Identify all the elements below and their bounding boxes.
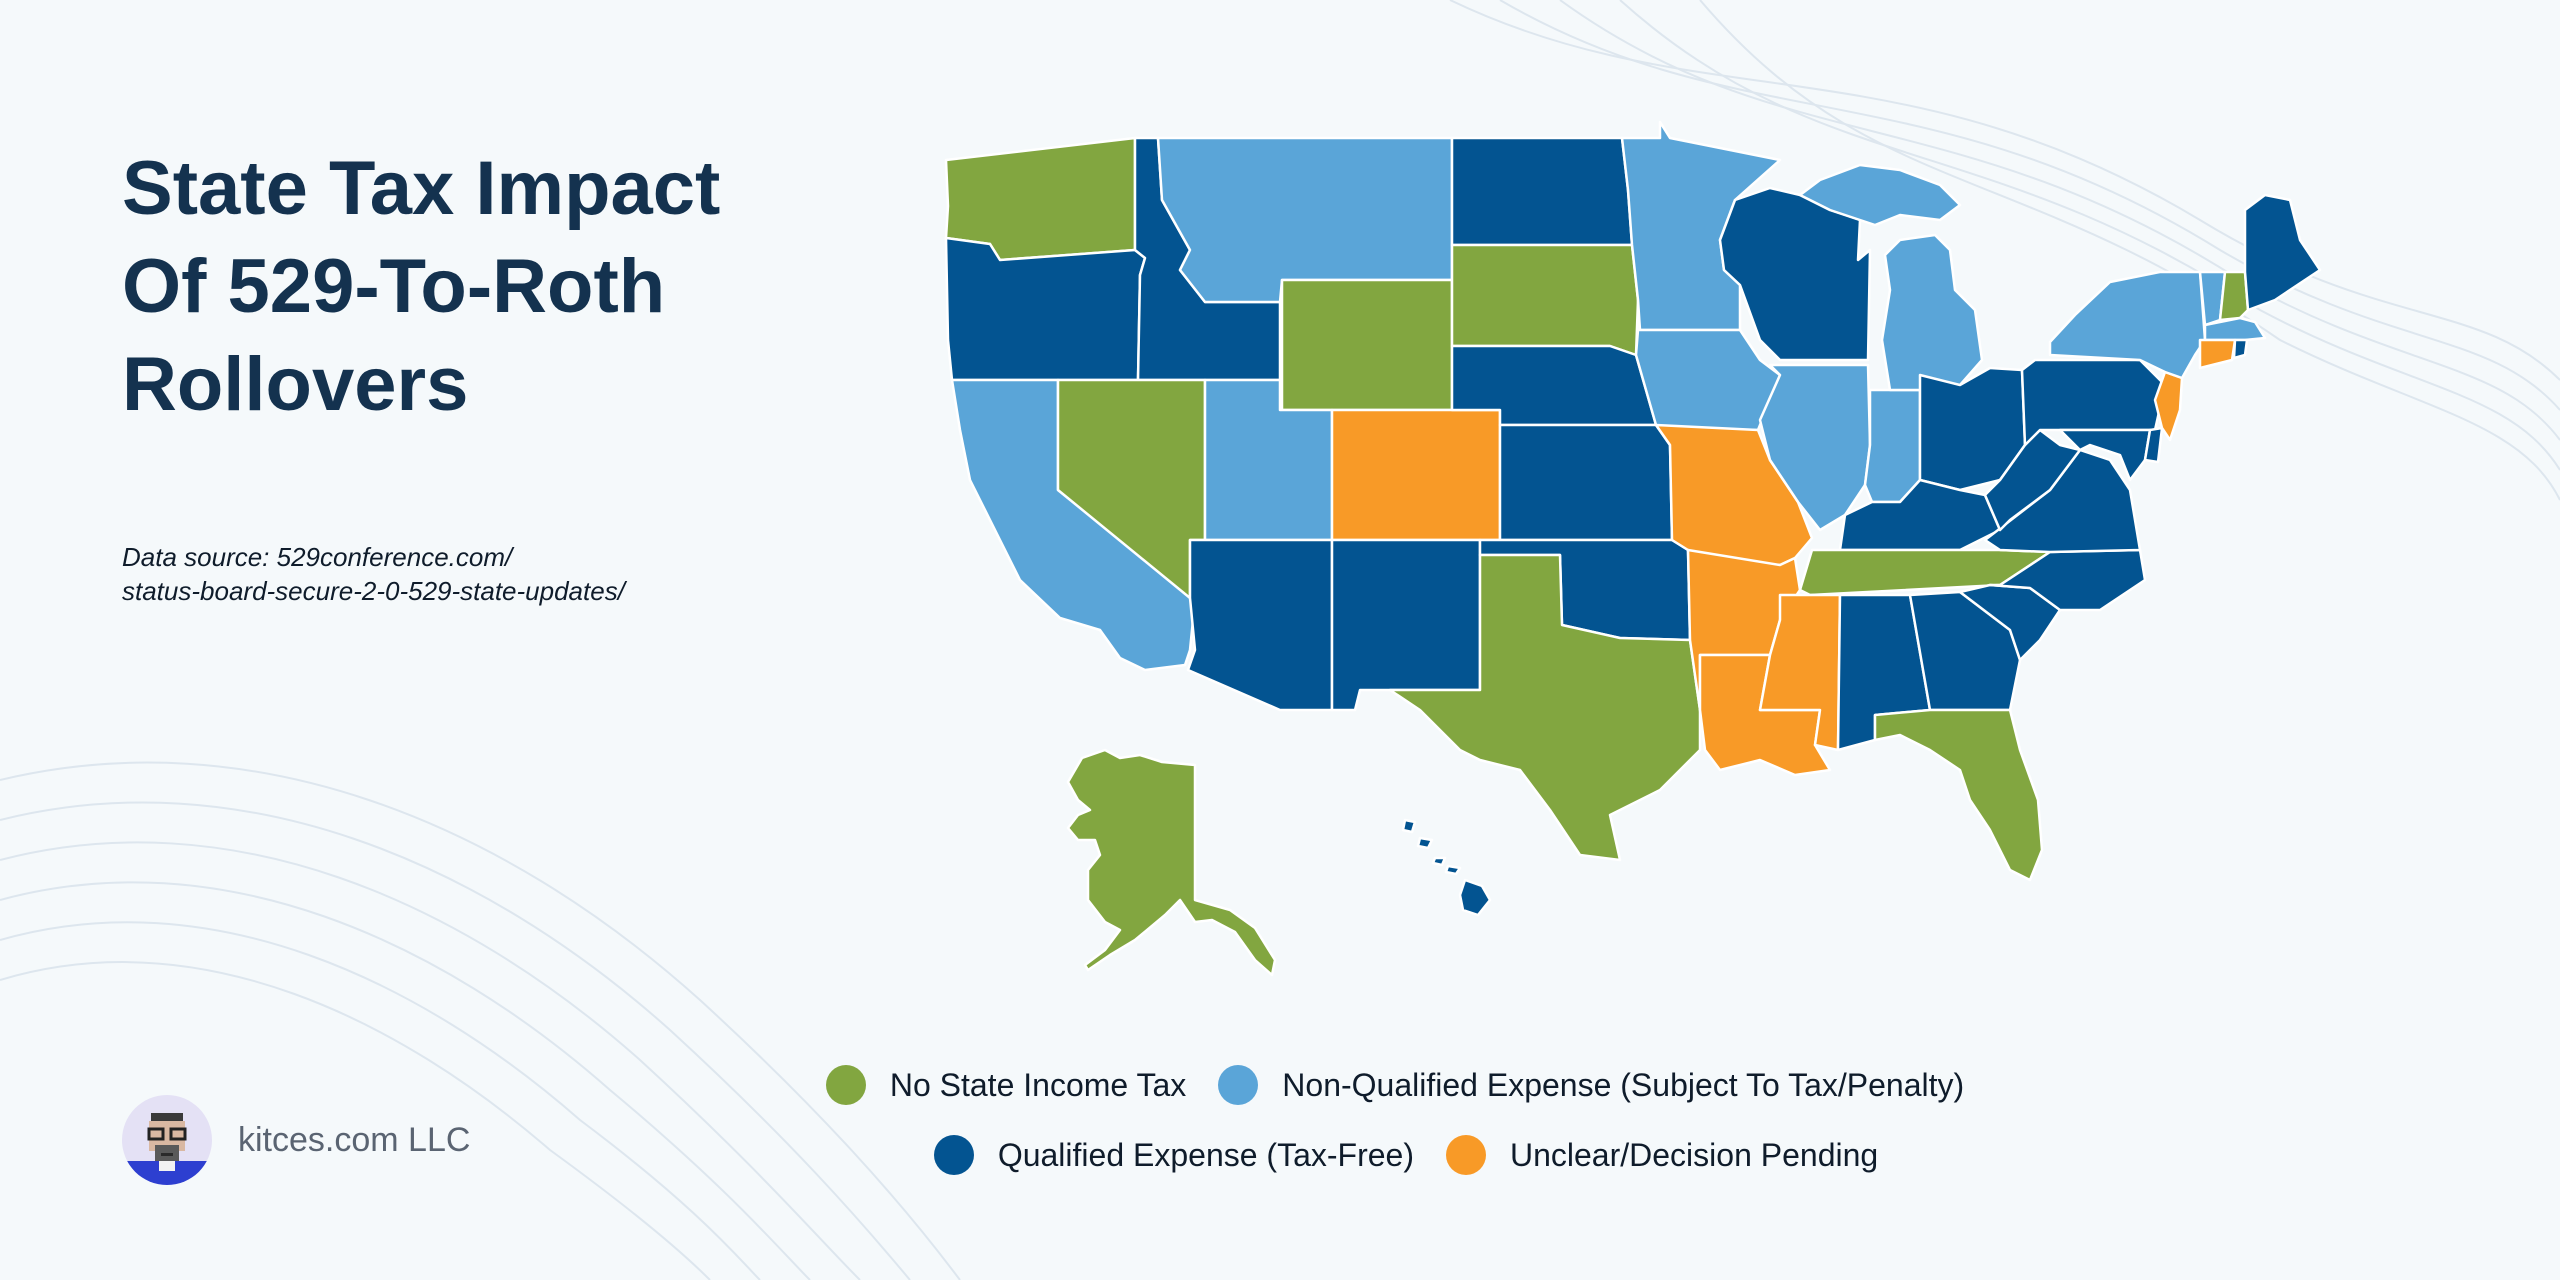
legend-label: Qualified Expense (Tax-Free): [997, 1136, 1414, 1173]
state-west-virginia[interactable]: [1983, 428, 2082, 532]
state-michigan[interactable]: [1880, 233, 1984, 392]
brand: kitces.com LLC: [122, 1095, 471, 1185]
state-south-dakota[interactable]: [1450, 243, 1640, 357]
state-new-hampshire[interactable]: [2218, 270, 2250, 322]
legend-label: Non-Qualified Expense (Subject To Tax/Pe…: [1282, 1066, 1965, 1103]
state-kentucky[interactable]: [1838, 478, 2002, 552]
legend-item-qualified: Qualified Expense (Tax-Free): [933, 1135, 1414, 1175]
state-iowa[interactable]: [1634, 328, 1782, 432]
legend-swatch: [825, 1065, 866, 1105]
state-hawaii[interactable]: [1401, 818, 1492, 917]
state-north-dakota[interactable]: [1450, 136, 1634, 247]
page-title: State Tax Impact Of 529-To-Roth Rollover…: [122, 140, 882, 434]
state-connecticut[interactable]: [2198, 338, 2237, 370]
state-new-mexico[interactable]: [1330, 538, 1482, 712]
avatar: [122, 1095, 212, 1185]
legend-item-nonqualified: Non-Qualified Expense (Subject To Tax/Pe…: [1218, 1065, 1964, 1105]
legend-swatch: [1218, 1065, 1259, 1105]
state-colorado[interactable]: [1330, 408, 1502, 542]
state-michigan-upper[interactable]: [1798, 163, 1962, 227]
title-line: Of 529-To-Roth: [122, 244, 666, 329]
state-indiana[interactable]: [1863, 388, 1922, 504]
us-state-map: [944, 120, 2322, 977]
state-florida[interactable]: [1873, 708, 2044, 882]
legend-row: Qualified Expense (Tax-Free) Unclear/Dec…: [252, 1120, 2560, 1190]
state-alaska[interactable]: [1066, 748, 1277, 977]
legend-item-no-tax: No State Income Tax: [825, 1065, 1187, 1105]
legend-swatch: [933, 1135, 974, 1175]
state-wyoming[interactable]: [1280, 278, 1454, 412]
state-montana[interactable]: [1156, 136, 1454, 304]
legend-row: No State Income Tax Non-Qualified Expens…: [230, 1050, 2560, 1120]
title-line: State Tax Impact: [122, 146, 721, 231]
state-texas[interactable]: [1388, 553, 1702, 862]
brand-name: kitces.com LLC: [238, 1120, 471, 1159]
state-oregon[interactable]: [944, 236, 1147, 382]
state-maine[interactable]: [2243, 193, 2322, 312]
title-line: Rollovers: [122, 342, 469, 427]
legend-swatch: [1445, 1135, 1486, 1175]
state-arizona[interactable]: [1186, 538, 1334, 712]
legend-label: Unclear/Decision Pending: [1509, 1136, 1879, 1173]
source-line: Data source: 529conference.com/: [122, 542, 513, 572]
state-delaware[interactable]: [2143, 426, 2164, 464]
legend-item-unclear: Unclear/Decision Pending: [1445, 1135, 1879, 1175]
legend-label: No State Income Tax: [889, 1066, 1187, 1103]
data-source-note: Data source: 529conference.com/ status-b…: [122, 540, 822, 608]
state-rhode-island[interactable]: [2232, 338, 2249, 360]
source-line: status-board-secure-2-0-529-state-update…: [122, 576, 625, 606]
state-kansas[interactable]: [1498, 423, 1674, 542]
map-legend: No State Income Tax Non-Qualified Expens…: [0, 1050, 2560, 1190]
